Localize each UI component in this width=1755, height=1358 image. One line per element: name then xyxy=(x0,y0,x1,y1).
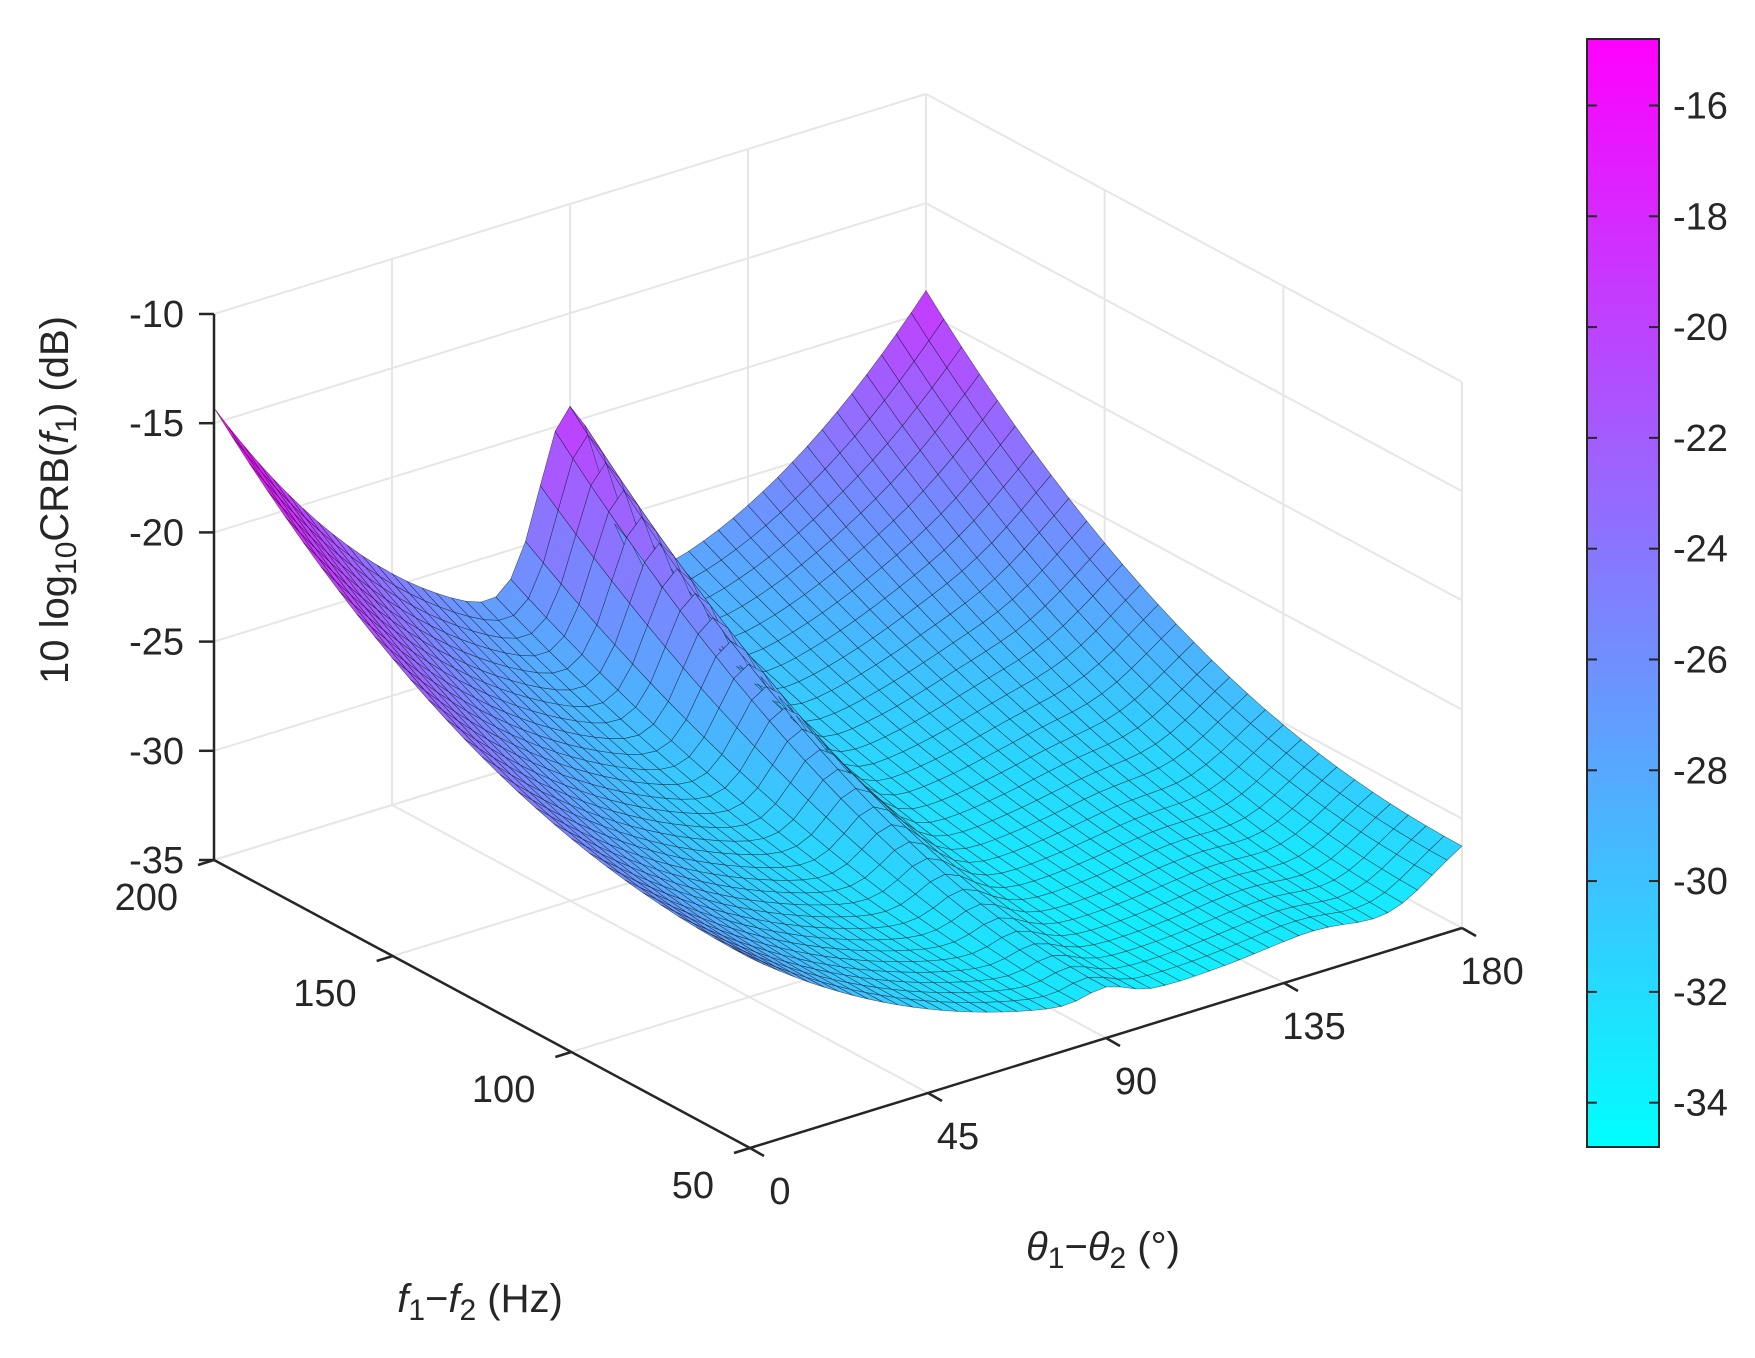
z-tick-label: -30 xyxy=(129,731,184,773)
z-title-mid: CRB( xyxy=(33,443,77,541)
colorbar-tick-label: -26 xyxy=(1673,639,1728,681)
x-title-sub2: 2 xyxy=(459,1294,476,1327)
grid-line xyxy=(391,804,929,1094)
y-tick-label: 45 xyxy=(937,1116,979,1158)
x-title-unit: (Hz) xyxy=(476,1277,563,1321)
z-axis-title: 10 log10CRB(f1) (dB) xyxy=(33,316,83,684)
y-title-sub2: 2 xyxy=(1110,1242,1127,1275)
y-title-sub1: 1 xyxy=(1048,1242,1065,1275)
y-tick xyxy=(1283,981,1299,993)
colorbar xyxy=(1586,38,1660,1148)
z-title-prefix: 10 log xyxy=(33,575,77,684)
colorbar-tick-label: -32 xyxy=(1673,972,1728,1014)
axis-ticks: 50 100 150 200 0 45 90 135 180 -35 -30 -25 -20 -15 -10 xyxy=(115,294,1524,1213)
x-tick xyxy=(376,954,394,963)
x-tick-label: 100 xyxy=(472,1069,535,1111)
z-tick-label: -10 xyxy=(129,294,184,336)
surface-patch xyxy=(243,445,277,489)
y-tick-label: 0 xyxy=(769,1171,790,1213)
y-tick-label: 135 xyxy=(1282,1006,1345,1048)
y-title-unit: (°) xyxy=(1126,1225,1180,1269)
surface-patch xyxy=(246,454,280,499)
grid-line xyxy=(925,202,1463,493)
x-tick-label: 150 xyxy=(293,973,356,1015)
z-tick-label: -20 xyxy=(129,512,184,554)
x-title-sub1: 1 xyxy=(408,1294,425,1327)
x-tick xyxy=(733,1146,751,1155)
surface-patch xyxy=(228,427,262,473)
colorbar-tick-label: -22 xyxy=(1673,418,1728,460)
z-tick-label: -25 xyxy=(129,622,184,664)
grid-line xyxy=(213,93,927,315)
x-tick-label: 50 xyxy=(672,1165,714,1207)
y-axis-title: θ1−θ2 (°) xyxy=(1026,1225,1180,1275)
y-title-op: − xyxy=(1064,1225,1087,1269)
y-title-var1: θ xyxy=(1026,1225,1048,1269)
colorbar-tick-label: -24 xyxy=(1673,529,1728,571)
y-tick xyxy=(927,1091,943,1103)
y-title-var2: θ xyxy=(1088,1225,1110,1269)
colorbar-tick-label: -34 xyxy=(1673,1083,1728,1125)
colorbar-tick-label: -30 xyxy=(1673,861,1728,903)
grid-line xyxy=(213,202,927,425)
z-title-suffix: ) (dB) xyxy=(33,316,77,416)
x-tick xyxy=(554,1050,572,1059)
surface-patch xyxy=(1428,835,1463,861)
surface-plot xyxy=(213,290,1463,1013)
colorbar-tick-label: -16 xyxy=(1673,85,1728,127)
z-tick-label: -35 xyxy=(129,840,184,882)
z-title-sub1: 10 xyxy=(50,542,83,575)
y-tick xyxy=(749,1146,765,1158)
z-tick-label: -15 xyxy=(129,403,184,445)
grid-line xyxy=(925,311,1463,602)
colorbar-tick-label: -20 xyxy=(1673,307,1728,349)
x-axis-line xyxy=(213,858,751,1150)
y-tick xyxy=(1461,926,1477,938)
colorbar-ticks: -16 -18 -20 -22 -24 -26 -28 -30 -32 -34 xyxy=(1587,85,1728,1125)
x-title-op: − xyxy=(425,1277,448,1321)
y-tick-label: 180 xyxy=(1460,951,1523,993)
y-tick-label: 90 xyxy=(1115,1061,1157,1103)
colorbar-tick-label: -18 xyxy=(1673,196,1728,238)
y-tick xyxy=(1105,1036,1121,1048)
surface-patch xyxy=(231,436,265,482)
grid-line xyxy=(925,93,1463,383)
x-axis-title: f1−f2 (Hz) xyxy=(397,1277,563,1327)
surface-patch xyxy=(261,471,295,514)
colorbar-tick-label: -28 xyxy=(1673,750,1728,792)
z-title-sub2: 1 xyxy=(50,416,83,433)
x-tick-label: 200 xyxy=(115,877,178,919)
